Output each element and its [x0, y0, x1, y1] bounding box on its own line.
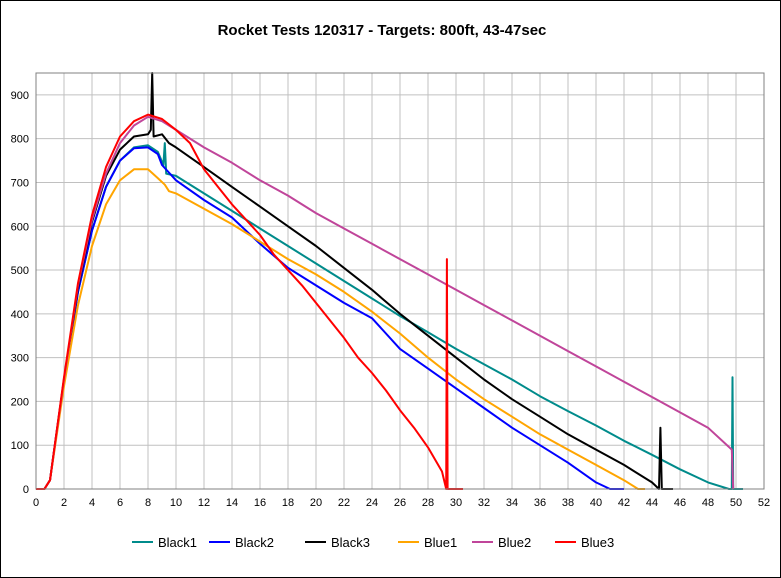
series-line-blue1: [36, 168, 645, 490]
y-tick-label: 600: [11, 221, 29, 233]
legend-label: Blue3: [581, 535, 614, 550]
x-tick-label: 36: [534, 497, 546, 509]
legend: Black1 Black2 Black3 Blue1 Blue2 Blue3: [132, 535, 614, 550]
x-tick-label: 38: [562, 497, 574, 509]
legend-label: Black1: [158, 535, 197, 550]
x-tick-label: 18: [282, 497, 294, 509]
legend-label: Blue2: [498, 535, 531, 550]
x-tick-label: 8: [145, 497, 151, 509]
x-tick-label: 16: [254, 497, 266, 509]
x-tick-label: 22: [338, 497, 350, 509]
x-tick-label: 50: [730, 497, 742, 509]
series-lines: [36, 72, 743, 490]
x-tick-label: 14: [226, 497, 238, 509]
x-tick-label: 12: [198, 497, 210, 509]
legend-label: Blue1: [424, 535, 457, 550]
legend-item-black3: Black3: [305, 535, 370, 550]
legend-label: Black3: [331, 535, 370, 550]
legend-item-blue2: Blue2: [472, 535, 531, 550]
series-line-blue3: [36, 113, 463, 490]
y-tick-label: 200: [11, 396, 29, 408]
y-tick-label: 400: [11, 309, 29, 321]
x-tick-label: 42: [618, 497, 630, 509]
y-tick-label: 500: [11, 265, 29, 277]
plot-border: [35, 72, 765, 490]
x-tick-label: 24: [366, 497, 378, 509]
x-tick-label: 0: [33, 497, 39, 509]
y-tick-label: 700: [11, 177, 29, 189]
y-axis-ticks: 0 100 200 300 400 500 600 700 800 900: [11, 90, 29, 496]
legend-item-black2: Black2: [209, 535, 274, 550]
y-tick-label: 900: [11, 90, 29, 102]
x-tick-label: 44: [646, 497, 658, 509]
x-tick-label: 48: [702, 497, 714, 509]
chart-title: Rocket Tests 120317 - Targets: 800ft, 43…: [218, 22, 547, 39]
series-line-blue2: [36, 115, 735, 490]
series-line-black2: [36, 146, 624, 490]
x-tick-label: 40: [590, 497, 602, 509]
legend-item-black1: Black1: [132, 535, 197, 550]
legend-item-blue3: Blue3: [555, 535, 614, 550]
x-tick-label: 34: [506, 497, 518, 509]
y-tick-label: 300: [11, 353, 29, 365]
legend-label: Black2: [235, 535, 274, 550]
x-tick-label: 4: [89, 497, 95, 509]
x-tick-label: 46: [674, 497, 686, 509]
y-tick-label: 0: [23, 484, 29, 496]
legend-item-blue1: Blue1: [398, 535, 457, 550]
x-tick-label: 10: [170, 497, 182, 509]
y-tick-label: 800: [11, 134, 29, 146]
x-tick-label: 30: [450, 497, 462, 509]
x-axis-ticks: 0 2 4 6 8 10 12 14 16 18 20 22 24 26 28 30 32 34 36 38 40 42 4…: [33, 497, 770, 509]
x-tick-label: 6: [117, 497, 123, 509]
x-tick-label: 28: [422, 497, 434, 509]
x-tick-label: 2: [61, 497, 67, 509]
x-tick-label: 52: [758, 497, 770, 509]
x-tick-label: 32: [478, 497, 490, 509]
x-tick-label: 26: [394, 497, 406, 509]
x-tick-label: 20: [310, 497, 322, 509]
y-tick-label: 100: [11, 440, 29, 452]
